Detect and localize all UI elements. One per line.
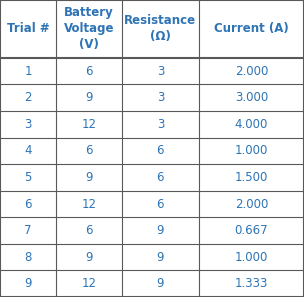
Text: 4: 4 [24, 144, 32, 157]
Text: 12: 12 [81, 118, 96, 131]
Text: 1.000: 1.000 [235, 251, 268, 264]
Text: Battery
Voltage
(V): Battery Voltage (V) [64, 7, 114, 51]
Text: 2.000: 2.000 [235, 198, 268, 211]
Text: 9: 9 [85, 91, 93, 104]
Text: Trial #: Trial # [7, 23, 50, 35]
Text: 6: 6 [85, 224, 93, 237]
Text: 9: 9 [157, 251, 164, 264]
Text: 6: 6 [157, 144, 164, 157]
Text: 1.000: 1.000 [235, 144, 268, 157]
Text: 2: 2 [24, 91, 32, 104]
Text: 3: 3 [157, 65, 164, 78]
Text: Current (A): Current (A) [214, 23, 289, 35]
Text: Resistance
(Ω): Resistance (Ω) [124, 15, 196, 43]
Text: 1.500: 1.500 [235, 171, 268, 184]
Text: 9: 9 [85, 171, 93, 184]
Text: 12: 12 [81, 277, 96, 290]
Text: 9: 9 [24, 277, 32, 290]
Text: 6: 6 [157, 198, 164, 211]
Text: 1.333: 1.333 [235, 277, 268, 290]
Text: 5: 5 [24, 171, 32, 184]
Text: 6: 6 [85, 65, 93, 78]
Text: 3.000: 3.000 [235, 91, 268, 104]
Text: 9: 9 [157, 277, 164, 290]
Text: 9: 9 [85, 251, 93, 264]
Text: 4.000: 4.000 [235, 118, 268, 131]
Text: 3: 3 [157, 118, 164, 131]
Text: 12: 12 [81, 198, 96, 211]
Text: 1: 1 [24, 65, 32, 78]
Text: 9: 9 [157, 224, 164, 237]
Text: 6: 6 [157, 171, 164, 184]
Text: 6: 6 [85, 144, 93, 157]
Text: 8: 8 [24, 251, 32, 264]
Text: 6: 6 [24, 198, 32, 211]
Text: 2.000: 2.000 [235, 65, 268, 78]
Text: 3: 3 [24, 118, 32, 131]
Text: 7: 7 [24, 224, 32, 237]
Text: 3: 3 [157, 91, 164, 104]
Text: 0.667: 0.667 [235, 224, 268, 237]
